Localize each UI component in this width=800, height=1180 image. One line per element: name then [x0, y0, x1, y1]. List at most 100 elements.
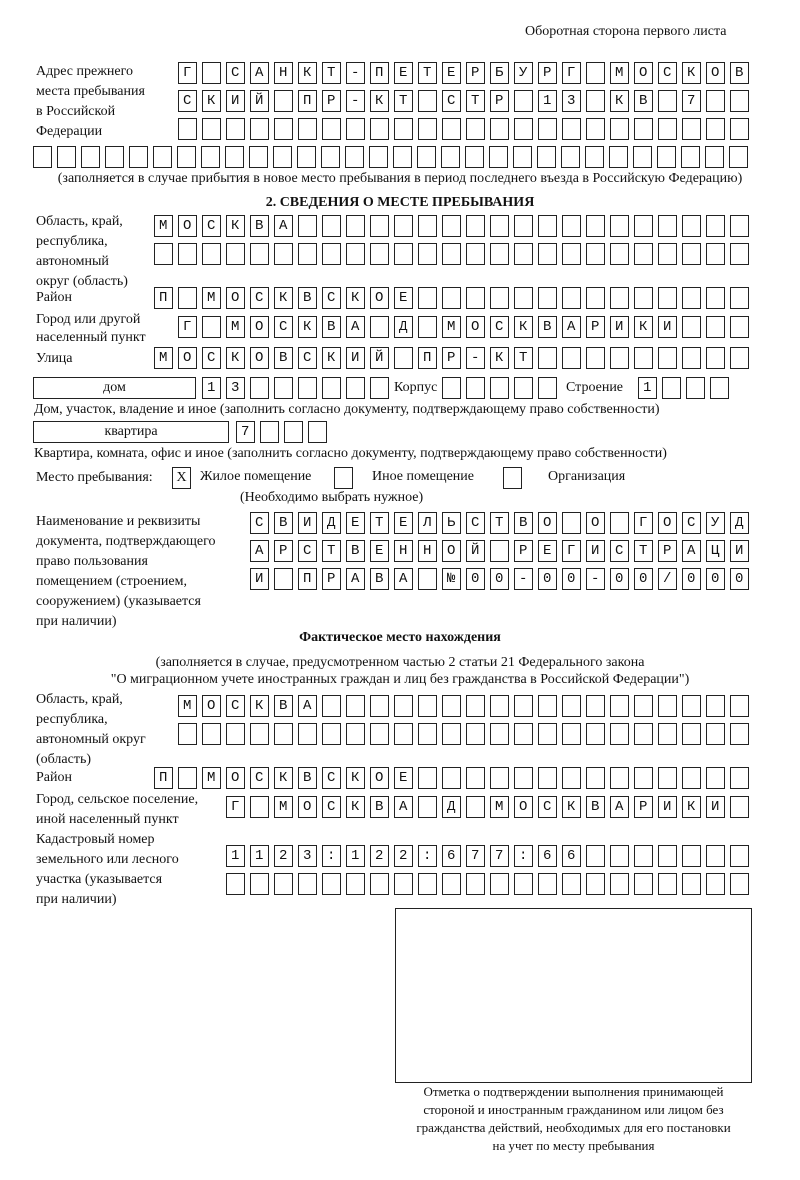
district-row-cell[interactable] — [202, 287, 221, 309]
doc-row-cell[interactable] — [610, 568, 629, 590]
prev-address-row-cell[interactable] — [514, 90, 533, 112]
region-row-cell[interactable] — [394, 215, 413, 237]
region-row-cell[interactable] — [514, 215, 533, 237]
street-row-cell[interactable] — [466, 347, 485, 369]
prev-address-row-cell[interactable] — [442, 90, 461, 112]
actual-region-row-cell[interactable] — [370, 695, 389, 717]
prev-address-row-cell[interactable] — [274, 90, 293, 112]
doc-row-cell[interactable] — [514, 540, 533, 562]
street-row-cell[interactable] — [586, 347, 605, 369]
street-row-cell[interactable] — [634, 347, 653, 369]
prev-address-row-cell[interactable] — [346, 62, 365, 84]
city-row-cell[interactable] — [178, 316, 197, 338]
actual-district-row-cell[interactable] — [154, 767, 173, 789]
region-row-cell[interactable] — [274, 215, 293, 237]
cadastre-row-cell[interactable] — [442, 873, 461, 895]
region-row-cell[interactable] — [154, 215, 173, 237]
doc-row-cell[interactable] — [442, 512, 461, 534]
region-row-cell[interactable] — [634, 243, 653, 265]
actual-region-row-cell[interactable] — [322, 723, 341, 745]
doc-row-cell[interactable] — [370, 568, 389, 590]
actual-region-row-cell[interactable] — [394, 723, 413, 745]
prev-address-row-cell[interactable] — [658, 62, 677, 84]
city-row-cell[interactable] — [226, 316, 245, 338]
doc-row-cell[interactable] — [274, 512, 293, 534]
actual-region-row-cell[interactable] — [514, 723, 533, 745]
city-row-cell[interactable] — [250, 316, 269, 338]
doc-row-cell[interactable] — [418, 568, 437, 590]
house-row-cell[interactable] — [250, 377, 269, 399]
cadastre-row-cell[interactable] — [658, 845, 677, 867]
prev-address-row-cell[interactable] — [658, 118, 677, 140]
prev-address-row-cell[interactable] — [586, 90, 605, 112]
region-row-cell[interactable] — [322, 243, 341, 265]
prev-address-row-cell[interactable] — [634, 118, 653, 140]
actual-region-row-cell[interactable] — [730, 723, 749, 745]
actual-district-row-cell[interactable] — [706, 767, 725, 789]
doc-row-cell[interactable] — [322, 512, 341, 534]
doc-row-cell[interactable] — [466, 568, 485, 590]
prev-address-row-cell[interactable] — [705, 146, 724, 168]
cadastre-row-cell[interactable] — [682, 845, 701, 867]
stroenie-row-cell[interactable] — [686, 377, 705, 399]
doc-row-cell[interactable] — [514, 568, 533, 590]
doc-row-cell[interactable] — [250, 540, 269, 562]
doc-row-cell[interactable] — [562, 540, 581, 562]
prev-address-row-cell[interactable] — [273, 146, 292, 168]
city-row-cell[interactable] — [682, 316, 701, 338]
actual-district-row-cell[interactable] — [346, 767, 365, 789]
prev-address-row-cell[interactable] — [369, 146, 388, 168]
region-row-cell[interactable] — [370, 215, 389, 237]
actual-region-row-cell[interactable] — [610, 695, 629, 717]
actual-region-row-cell[interactable] — [706, 723, 725, 745]
house-row-cell[interactable] — [226, 377, 245, 399]
place-checkbox[interactable] — [503, 467, 522, 489]
actual-city-row-cell[interactable] — [562, 796, 581, 818]
doc-row-cell[interactable] — [250, 512, 269, 534]
doc-row-cell[interactable] — [394, 568, 413, 590]
actual-region-row-cell[interactable] — [682, 695, 701, 717]
prev-address-row-cell[interactable] — [201, 146, 220, 168]
actual-region-row-cell[interactable] — [274, 723, 293, 745]
actual-region-row-cell[interactable] — [586, 723, 605, 745]
actual-region-row-cell[interactable] — [226, 695, 245, 717]
region-row-cell[interactable] — [466, 243, 485, 265]
prev-address-row-cell[interactable] — [706, 118, 725, 140]
region-row-cell[interactable] — [274, 243, 293, 265]
korpus-row-cell[interactable] — [538, 377, 557, 399]
city-row-cell[interactable] — [202, 316, 221, 338]
region-row-cell[interactable] — [442, 243, 461, 265]
cadastre-row-cell[interactable] — [490, 873, 509, 895]
street-row-cell[interactable] — [706, 347, 725, 369]
doc-row-cell[interactable] — [394, 512, 413, 534]
actual-region-row-cell[interactable] — [298, 723, 317, 745]
doc-row-cell[interactable] — [274, 540, 293, 562]
doc-row-cell[interactable] — [466, 512, 485, 534]
prev-address-row-cell[interactable] — [178, 90, 197, 112]
cadastre-row-cell[interactable] — [466, 845, 485, 867]
prev-address-row-cell[interactable] — [153, 146, 172, 168]
region-row-cell[interactable] — [658, 243, 677, 265]
prev-address-row-cell[interactable] — [730, 118, 749, 140]
region-row-cell[interactable] — [418, 243, 437, 265]
doc-row-cell[interactable] — [418, 512, 437, 534]
prev-address-row-cell[interactable] — [418, 118, 437, 140]
doc-row-cell[interactable] — [682, 568, 701, 590]
prev-address-row-cell[interactable] — [346, 90, 365, 112]
actual-region-row-cell[interactable] — [250, 723, 269, 745]
actual-region-row-cell[interactable] — [202, 723, 221, 745]
prev-address-row-cell[interactable] — [274, 118, 293, 140]
city-row-cell[interactable] — [298, 316, 317, 338]
street-row-cell[interactable] — [274, 347, 293, 369]
prev-address-row-cell[interactable] — [610, 118, 629, 140]
district-row-cell[interactable] — [154, 287, 173, 309]
korpus-row-cell[interactable] — [490, 377, 509, 399]
actual-region-row-cell[interactable] — [538, 695, 557, 717]
actual-region-row-cell[interactable] — [370, 723, 389, 745]
doc-row-cell[interactable] — [538, 512, 557, 534]
cadastre-row-cell[interactable] — [250, 873, 269, 895]
house-type-field[interactable]: дом — [33, 377, 196, 399]
city-row-cell[interactable] — [658, 316, 677, 338]
cadastre-row-cell[interactable] — [658, 873, 677, 895]
prev-address-row-cell[interactable] — [682, 118, 701, 140]
